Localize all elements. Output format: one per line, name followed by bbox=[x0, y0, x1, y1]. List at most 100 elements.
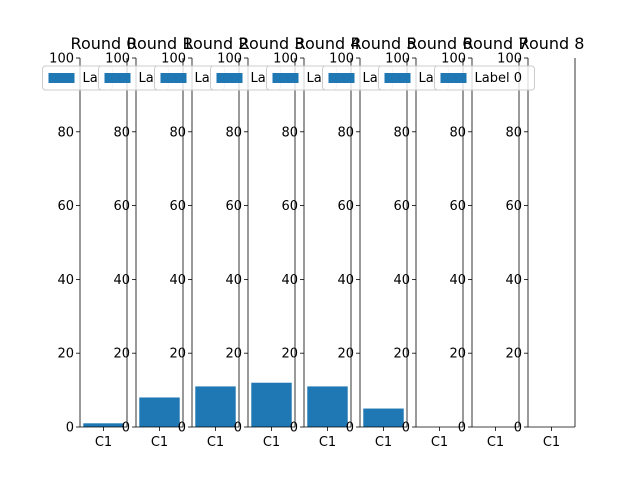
chart-panel-7: C1 0 20 40 60 80 100 bbox=[441, 52, 520, 450]
y-tick-label: 60 bbox=[113, 199, 130, 214]
y-tick-label: 20 bbox=[169, 347, 186, 362]
legend-swatch bbox=[48, 73, 75, 83]
y-tick-label: 60 bbox=[449, 199, 466, 214]
chart-panel-4: C1 0 20 40 60 80 100 bbox=[273, 52, 352, 450]
panel-title-round-6: Round 6 bbox=[407, 34, 473, 53]
bar-round-4-0 bbox=[307, 386, 348, 427]
y-tick-label: 60 bbox=[57, 199, 74, 214]
x-tick-label: C1 bbox=[543, 435, 560, 450]
y-tick-label: 0 bbox=[178, 421, 186, 436]
y-tick-label: 0 bbox=[346, 421, 354, 436]
y-tick-label: 100 bbox=[273, 52, 298, 67]
y-tick-label: 100 bbox=[49, 52, 74, 67]
legend-label: Label 0 bbox=[475, 71, 522, 86]
legend-label: La bbox=[419, 71, 434, 86]
legend-box bbox=[434, 65, 535, 91]
y-tick-label: 20 bbox=[449, 347, 466, 362]
x-tick-label: C1 bbox=[95, 435, 112, 450]
y-tick-label: 20 bbox=[337, 347, 354, 362]
x-tick-label: C1 bbox=[431, 435, 448, 450]
panel-title-round-7: Round 7 bbox=[463, 34, 529, 53]
y-tick-label: 80 bbox=[169, 125, 186, 140]
y-tick-label: 20 bbox=[225, 347, 242, 362]
legend-label: La bbox=[251, 71, 266, 86]
panel-title-round-4: Round 4 bbox=[295, 34, 361, 53]
y-tick-label: 0 bbox=[458, 421, 466, 436]
panel-title-round-3: Round 3 bbox=[239, 34, 305, 53]
legend-swatch bbox=[328, 73, 355, 83]
chart-panel-2: C1 0 20 40 60 80 100 bbox=[161, 52, 240, 450]
y-tick-label: 40 bbox=[337, 273, 354, 288]
y-tick-label: 100 bbox=[497, 52, 522, 67]
legend-label: La bbox=[83, 71, 98, 86]
y-tick-label: 60 bbox=[393, 199, 410, 214]
y-tick-label: 100 bbox=[385, 52, 410, 67]
legend-swatch bbox=[272, 73, 299, 83]
y-tick-label: 0 bbox=[66, 421, 74, 436]
y-tick-label: 80 bbox=[281, 125, 298, 140]
y-tick-label: 40 bbox=[225, 273, 242, 288]
y-tick-label: 80 bbox=[225, 125, 242, 140]
y-tick-label: 100 bbox=[161, 52, 186, 67]
legend-label: La bbox=[139, 71, 154, 86]
y-tick-label: 60 bbox=[505, 199, 522, 214]
y-tick-label: 40 bbox=[449, 273, 466, 288]
y-tick-label: 0 bbox=[402, 421, 410, 436]
panel-title-round-8: Round 8 bbox=[519, 34, 585, 53]
legend-swatch bbox=[104, 73, 131, 83]
y-tick-label: 40 bbox=[169, 273, 186, 288]
x-tick-label: C1 bbox=[151, 435, 168, 450]
y-tick-label: 100 bbox=[217, 52, 242, 67]
y-tick-label: 80 bbox=[57, 125, 74, 140]
panel-title-round-0: Round 0 bbox=[71, 34, 137, 53]
y-tick-label: 80 bbox=[393, 125, 410, 140]
y-tick-label: 20 bbox=[281, 347, 298, 362]
y-tick-label: 80 bbox=[449, 125, 466, 140]
y-tick-label: 0 bbox=[122, 421, 130, 436]
chart-panel-6: C1 0 20 40 60 80 100 bbox=[385, 52, 464, 450]
legend-7: Label 0 bbox=[434, 65, 535, 91]
legend-4: La bbox=[266, 65, 337, 91]
panel-title-round-1: Round 1 bbox=[127, 34, 193, 53]
legend-swatch bbox=[160, 73, 187, 83]
panel-title-round-2: Round 2 bbox=[183, 34, 249, 53]
x-tick-label: C1 bbox=[487, 435, 504, 450]
bar-round-1-0 bbox=[139, 397, 180, 427]
y-tick-label: 100 bbox=[441, 52, 466, 67]
y-tick-label: 60 bbox=[281, 199, 298, 214]
bar-round-3-0 bbox=[251, 382, 292, 427]
y-tick-label: 80 bbox=[505, 125, 522, 140]
y-tick-label: 40 bbox=[113, 273, 130, 288]
legend-swatch bbox=[440, 73, 467, 83]
legend-0: La bbox=[42, 65, 113, 91]
chart-panel-5: C1 0 20 40 60 80 100 bbox=[329, 52, 408, 450]
y-tick-label: 100 bbox=[329, 52, 354, 67]
y-tick-label: 40 bbox=[57, 273, 74, 288]
y-tick-label: 20 bbox=[57, 347, 74, 362]
y-tick-label: 40 bbox=[281, 273, 298, 288]
y-tick-label: 20 bbox=[113, 347, 130, 362]
y-tick-label: 100 bbox=[105, 52, 130, 67]
x-tick-label: C1 bbox=[207, 435, 224, 450]
y-tick-label: 40 bbox=[393, 273, 410, 288]
x-tick-label: C1 bbox=[263, 435, 280, 450]
chart-panel-8: C1 0 20 40 60 80 100 bbox=[497, 52, 576, 450]
legend-swatch bbox=[216, 73, 243, 83]
legend-swatch bbox=[384, 73, 411, 83]
y-tick-label: 80 bbox=[337, 125, 354, 140]
y-tick-label: 0 bbox=[514, 421, 522, 436]
y-tick-label: 20 bbox=[505, 347, 522, 362]
legend-3: La bbox=[210, 65, 281, 91]
y-tick-label: 60 bbox=[169, 199, 186, 214]
x-tick-label: C1 bbox=[375, 435, 392, 450]
panel-title-round-5: Round 5 bbox=[351, 34, 417, 53]
bar-round-0-0 bbox=[83, 423, 124, 427]
x-tick-label: C1 bbox=[319, 435, 336, 450]
y-tick-label: 0 bbox=[234, 421, 242, 436]
y-tick-label: 20 bbox=[393, 347, 410, 362]
chart-panel-0: C1 0 20 40 60 80 100 bbox=[49, 52, 128, 450]
y-tick-label: 40 bbox=[505, 273, 522, 288]
legend-label: La bbox=[307, 71, 322, 86]
legend-2: La bbox=[154, 65, 225, 91]
